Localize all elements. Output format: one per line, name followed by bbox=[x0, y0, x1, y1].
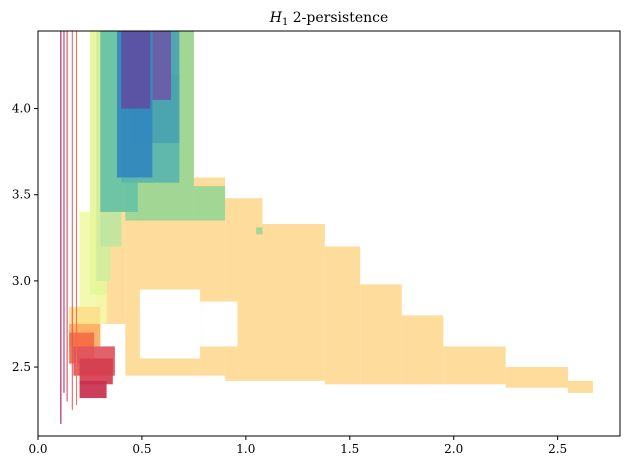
persistence-region bbox=[121, 31, 151, 109]
x-tick-label: 0.0 bbox=[28, 442, 47, 456]
x-tick-label: 1.5 bbox=[340, 442, 359, 456]
persistence-region bbox=[79, 380, 107, 399]
y-tick-label: 4.0 bbox=[12, 102, 31, 116]
persistence-regions bbox=[60, 31, 593, 424]
persistence-region bbox=[262, 224, 325, 381]
y-tick-label: 3.0 bbox=[12, 274, 31, 288]
persistence-region bbox=[256, 227, 263, 235]
x-tick-label: 2.0 bbox=[444, 442, 463, 456]
chart-title: H1 2-persistence bbox=[269, 10, 389, 28]
y-tick-label: 3.5 bbox=[12, 188, 31, 202]
x-axis: 0.0 0.5 1.0 1.5 2.0 2.5 bbox=[28, 436, 567, 456]
persistence-region bbox=[505, 367, 569, 388]
persistence-region bbox=[360, 284, 402, 385]
y-tick-label: 2.5 bbox=[12, 360, 31, 374]
x-tick-label: 1.0 bbox=[236, 442, 255, 456]
persistence-region bbox=[139, 289, 201, 359]
persistence-region bbox=[324, 246, 361, 385]
y-axis: 2.5 3.0 3.5 4.0 bbox=[12, 102, 38, 374]
x-tick-label: 0.5 bbox=[132, 442, 151, 456]
persistence-region bbox=[193, 186, 226, 221]
axes-frame bbox=[37, 30, 621, 437]
persistence-region bbox=[200, 301, 238, 347]
persistence-region bbox=[79, 358, 113, 385]
persistence-region bbox=[225, 198, 263, 381]
persistence-region bbox=[568, 380, 593, 393]
persistence-region bbox=[401, 315, 444, 385]
persistence-region bbox=[443, 346, 506, 385]
x-tick-label: 2.5 bbox=[548, 442, 567, 456]
persistence-region bbox=[152, 31, 172, 100]
